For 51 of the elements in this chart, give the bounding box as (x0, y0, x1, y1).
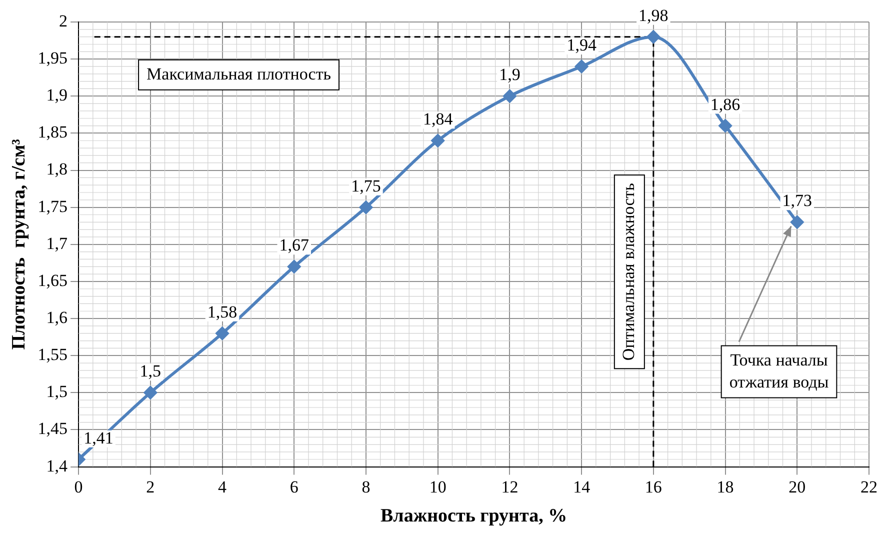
point (718, 119, 732, 132)
data-label: 1,75 (351, 176, 381, 196)
data-label: 1,94 (566, 35, 597, 54)
y-tick-label: 1,4 (46, 456, 68, 476)
y-tick-label: 1,65 (38, 270, 68, 290)
data-label: 1,84 (422, 110, 454, 129)
data-label: 1,58 (207, 302, 238, 322)
data-label: 1,86 (710, 94, 740, 114)
data-label: 1,9 (499, 65, 520, 84)
point (790, 216, 804, 229)
x-tick-label: 22 (860, 477, 878, 496)
point (646, 30, 660, 44)
point (431, 134, 444, 148)
point (144, 386, 157, 400)
y-tick-label: 1,9 (46, 86, 68, 105)
x-tick-label: 12 (501, 477, 518, 496)
data-label: 1,41 (84, 428, 114, 448)
x-tick-label: 0 (74, 477, 83, 496)
data-label: 1,73 (782, 191, 812, 210)
point (575, 60, 588, 73)
data-label: 1,67 (279, 236, 310, 255)
y-tick-label: 1,95 (38, 48, 68, 68)
x-tick-label: 2 (146, 477, 155, 496)
point (503, 90, 516, 103)
y-tick-label: 1,8 (46, 160, 68, 179)
point (216, 326, 229, 340)
annotation: Точка началы отжатия воды (729, 350, 830, 392)
data-label: 1,5 (140, 362, 162, 381)
y-tick-label: 1,45 (38, 419, 68, 438)
x-tick-label: 20 (788, 477, 806, 496)
x-tick-label: 14 (573, 477, 591, 496)
point (288, 260, 301, 274)
x-tick-label: 10 (429, 477, 446, 496)
y-tick-label: 1,85 (38, 122, 68, 142)
y-tick-label: 1,75 (38, 196, 68, 216)
y-axis-title: Плотность грунта, г/см³ (8, 138, 30, 350)
ref-line-label: Оптимальная влажность (618, 182, 638, 361)
y-tick-label: 2 (59, 11, 68, 30)
x-axis-title: Влажность грунта, % (380, 506, 568, 527)
x-tick-label: 16 (644, 477, 662, 496)
ref-line-label: Максимальная плотность (146, 64, 332, 84)
y-tick-label: 1,7 (46, 234, 68, 253)
x-tick-label: 6 (290, 477, 298, 496)
y-tick-label: 1,5 (46, 382, 68, 402)
x-tick-label: 8 (362, 477, 370, 496)
y-tick-label: 1,55 (38, 345, 68, 364)
point (359, 200, 372, 214)
x-tick-label: 4 (218, 477, 228, 496)
y-tick-label: 1,6 (46, 308, 68, 327)
x-tick-label: 18 (716, 477, 734, 496)
data-label: 1,98 (638, 6, 668, 25)
